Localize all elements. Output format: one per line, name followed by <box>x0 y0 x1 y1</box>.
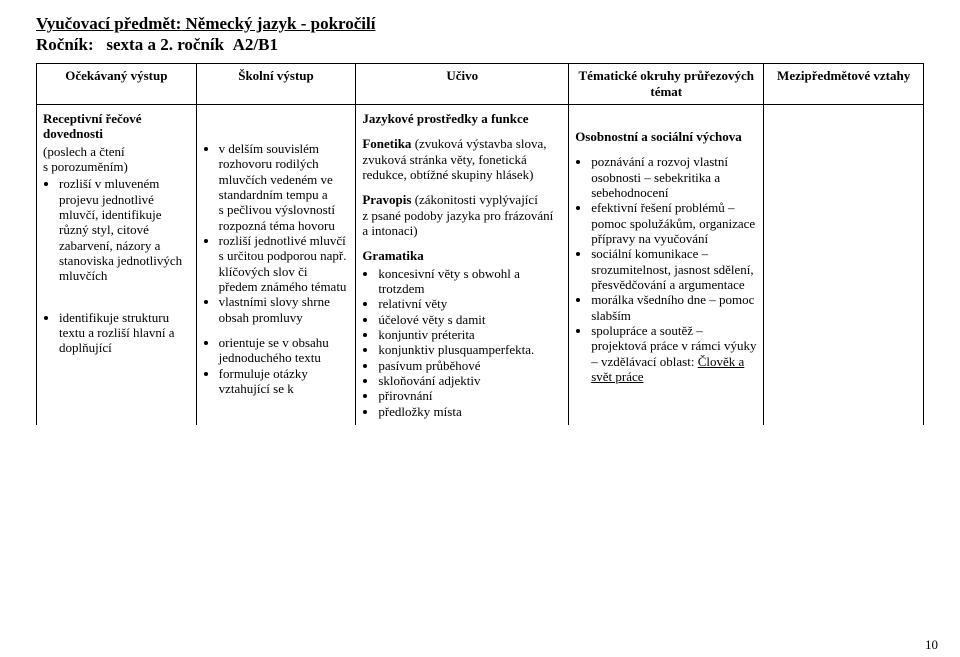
list-item: skloňování adjektiv <box>378 373 562 388</box>
col3-fonetika: Fonetika (zvuková výstavba slova, zvukov… <box>362 136 562 182</box>
list-item: v delším souvislém rozhovoru rodilých ml… <box>219 141 350 233</box>
subject-label: Vyučovací předmět: <box>36 14 181 33</box>
list-item: vlastními slovy shrne obsah promluvy <box>219 294 350 325</box>
list-item: poznávání a rozvoj vlastní osobnosti – s… <box>591 154 757 200</box>
cell-col4: Osobnostní a sociální výchova poznávání … <box>569 105 764 425</box>
list-item: efektivní řešení problémů – pomoc spoluž… <box>591 200 757 246</box>
list-item: konjuntiv préterita <box>378 327 562 342</box>
grade-value: sexta a 2. ročník A2/B1 <box>106 35 278 54</box>
list-item: rozliší v mluveném projevu jednotlivé ml… <box>59 176 190 283</box>
col3-pravopis: Pravopis (zákonitosti vyplývající z psan… <box>362 192 562 238</box>
header-col3: Učivo <box>356 64 569 105</box>
list-item: pasívum průběhové <box>378 358 562 373</box>
subject-value: Německý jazyk - pokročilí <box>186 14 376 33</box>
grade-line: Ročník: sexta a 2. ročník A2/B1 <box>36 35 924 55</box>
header-col2: Školní výstup <box>196 64 356 105</box>
col3-grammar-heading: Gramatika <box>362 248 562 263</box>
list-item: morálka všedního dne – pomoc slabším <box>591 292 757 323</box>
col1-sub: (poslech a čtení s porozuměním) <box>43 144 190 175</box>
cell-col3: Jazykové prostředky a funkce Fonetika (z… <box>356 105 569 425</box>
table-header-row: Očekávaný výstup Školní výstup Učivo Tém… <box>37 64 924 105</box>
col2-list2: orientuje se v obsahu jednoduchého textu… <box>217 335 350 396</box>
list-item: rozliší jednotlivé mluvčí s určitou podp… <box>219 233 350 294</box>
curriculum-table: Očekávaný výstup Školní výstup Učivo Tém… <box>36 63 924 425</box>
list-item: koncesivní věty s obwohl a trotzdem <box>378 266 562 297</box>
col2-list: v delším souvislém rozhovoru rodilých ml… <box>217 141 350 325</box>
cell-col5 <box>764 105 924 425</box>
subject-line: Vyučovací předmět: Německý jazyk - pokro… <box>36 14 924 34</box>
list-item: přirovnání <box>378 388 562 403</box>
header-col1: Očekávaný výstup <box>37 64 197 105</box>
col1-list2: identifikuje strukturu textu a rozliší h… <box>57 310 190 356</box>
col3-fonetika-label: Fonetika <box>362 136 411 151</box>
list-item: předložky místa <box>378 404 562 419</box>
col1-heading: Receptivní řečové dovednosti <box>43 111 190 142</box>
table-body-row: Receptivní řečové dovednosti (poslech a … <box>37 105 924 425</box>
cell-col1: Receptivní řečové dovednosti (poslech a … <box>37 105 197 425</box>
col4-list: poznávání a rozvoj vlastní osobnosti – s… <box>589 154 757 384</box>
cell-col2: v delším souvislém rozhovoru rodilých ml… <box>196 105 356 425</box>
list-item: sociální komunikace – srozumitelnost, ja… <box>591 246 757 292</box>
grade-label: Ročník: <box>36 35 94 54</box>
col3-pravopis-label: Pravopis <box>362 192 411 207</box>
list-item: formuluje otázky vztahující se k <box>219 366 350 397</box>
list-item: identifikuje strukturu textu a rozliší h… <box>59 310 190 356</box>
list-item: relativní věty <box>378 296 562 311</box>
page-number: 10 <box>925 637 938 653</box>
header-col4: Tématické okruhy průřezových témat <box>569 64 764 105</box>
list-item: spolupráce a soutěž – projektová práce v… <box>591 323 757 384</box>
list-item: účelové věty s damit <box>378 312 562 327</box>
list-item: orientuje se v obsahu jednoduchého textu <box>219 335 350 366</box>
list-item: konjunktiv plusquamperfekta. <box>378 342 562 357</box>
col3-heading1: Jazykové prostředky a funkce <box>362 111 562 126</box>
col4-heading: Osobnostní a sociální výchova <box>575 129 757 144</box>
col3-list: koncesivní věty s obwohl a trotzdem rela… <box>376 266 562 419</box>
header-col5: Mezipředmětové vztahy <box>764 64 924 105</box>
col1-list: rozliší v mluveném projevu jednotlivé ml… <box>57 176 190 283</box>
